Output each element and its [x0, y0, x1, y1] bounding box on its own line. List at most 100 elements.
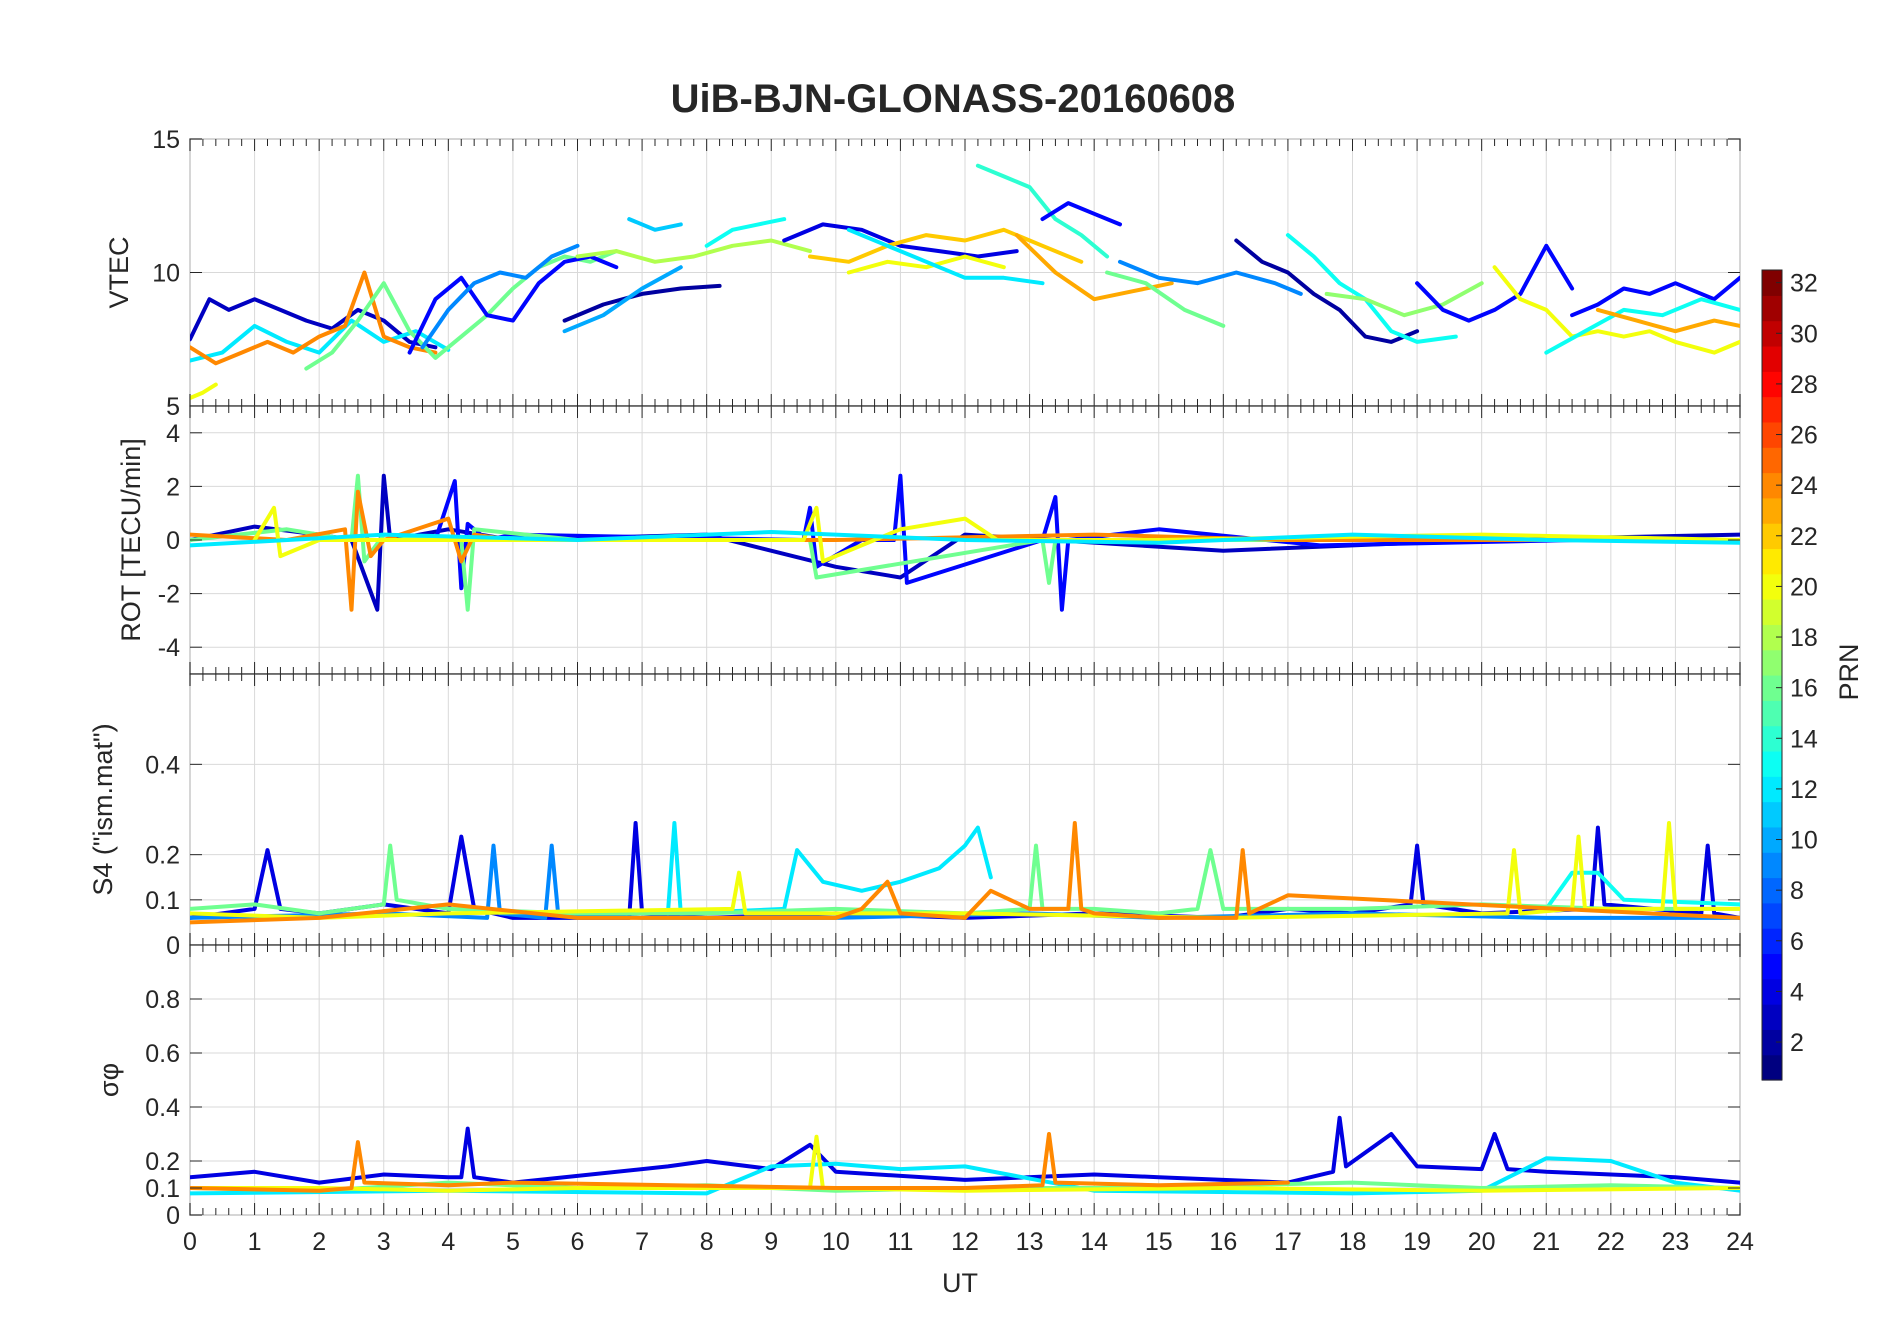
x-tick-label: 23 — [1662, 1228, 1690, 1256]
y-tick-label: 5 — [166, 393, 180, 421]
rot-panel: -4 -2 0 2 4 ROT [TECU/min] — [116, 405, 1741, 675]
x-tick-label: 1 — [248, 1228, 262, 1256]
series-line-prn-24 — [190, 821, 1740, 925]
y-tick-label: 15 — [152, 126, 180, 154]
series-line-prn-5 — [1570, 275, 1740, 318]
colorbar-step — [1762, 396, 1782, 423]
x-tick-label: 11 — [887, 1228, 913, 1256]
colorbar-tick-label: 32 — [1790, 270, 1818, 298]
y-tick-label: 2 — [166, 473, 180, 501]
colorbar-step — [1762, 497, 1782, 524]
colorbar-step — [1762, 776, 1782, 803]
x-tick-label: 12 — [951, 1228, 979, 1256]
colorbar-step — [1762, 953, 1782, 980]
rot-ylabel: ROT [TECU/min] — [116, 438, 146, 642]
x-tick-label: 24 — [1726, 1228, 1754, 1256]
colorbar-tick-label: 16 — [1790, 675, 1818, 703]
s4-panel: 0 0.1 0.2 0.4 S4 ("ism.mat") — [88, 673, 1741, 960]
y-tick-label: 0.2 — [145, 842, 180, 870]
x-tick-label: 16 — [1209, 1228, 1237, 1256]
colorbar-tick-label: 14 — [1790, 725, 1818, 753]
series-line-prn-4 — [782, 222, 1019, 259]
series-line-prn-13 — [704, 217, 787, 248]
colorbar-step — [1762, 371, 1782, 398]
y-tick-label: 0.1 — [145, 1175, 180, 1203]
series-line-prn-20 — [190, 821, 1740, 920]
colorbar-step — [1762, 852, 1782, 879]
series-line-prn-20 — [190, 382, 218, 400]
series-line-prn-5 — [1040, 201, 1122, 227]
y-tick-label: 0 — [166, 1202, 180, 1230]
x-tick-label: 10 — [822, 1228, 850, 1256]
x-tick-label: 13 — [1016, 1228, 1044, 1256]
series-line-prn-9 — [1118, 259, 1303, 296]
series-line-prn-5 — [407, 254, 619, 355]
x-tick-label: 14 — [1080, 1228, 1108, 1256]
vtec-series — [190, 163, 1740, 400]
colorbar-step — [1762, 573, 1782, 600]
series-line-prn-3 — [190, 297, 438, 350]
s4-ticks: 0 0.1 0.2 0.4 — [145, 674, 1741, 960]
x-tick-label: 9 — [764, 1228, 778, 1256]
chart-title: UiB-BJN-GLONASS-20160608 — [671, 77, 1236, 121]
colorbar-label: PRN — [1834, 643, 1864, 700]
colorbar-frame — [1761, 269, 1783, 1081]
colorbar-step — [1762, 1004, 1782, 1030]
y-tick-label: -4 — [158, 634, 180, 662]
series-line-prn-10 — [562, 265, 683, 334]
series-line-prn-23 — [1595, 307, 1740, 334]
series-line-prn-23 — [1014, 233, 1174, 302]
x-tick-label: 4 — [441, 1228, 455, 1256]
y-tick-label: 0.4 — [145, 1094, 180, 1122]
colorbar-step — [1762, 472, 1782, 499]
y-tick-label: 0.2 — [145, 1148, 180, 1176]
y-tick-label: 0 — [166, 932, 180, 960]
y-tick-label: -2 — [158, 581, 180, 609]
series-line-prn-2 — [1234, 238, 1420, 344]
colorbar-gradient — [1762, 270, 1782, 1081]
colorbar-step — [1762, 801, 1782, 828]
colorbar-step — [1762, 599, 1782, 625]
series-line-prn-16 — [1105, 270, 1226, 328]
x-tick-label: 5 — [506, 1228, 520, 1256]
sigma-phi-panel: 00.10.20.40.60.80 1 2 3 4 5 6 7 8 9 10 11 12 13 14 15 16… — [94, 944, 1754, 1256]
vtec-panel: 5 10 15 VTEC — [104, 126, 1741, 421]
x-tick-label: 15 — [1145, 1228, 1173, 1256]
colorbar-tick-label: 20 — [1790, 573, 1818, 601]
x-tick-label: 6 — [571, 1228, 585, 1256]
y-tick-label: 0.4 — [145, 751, 180, 779]
sigma-phi-series — [190, 1115, 1740, 1196]
colorbar-step — [1762, 877, 1782, 904]
colorbar-tick-label: 30 — [1790, 320, 1818, 348]
colorbar-step — [1762, 345, 1782, 372]
s4-series — [190, 821, 1740, 925]
colorbar-step — [1762, 928, 1782, 955]
sigma-phi-ticks: 00.10.20.40.60.80 1 2 3 4 5 6 7 8 9 10 11 12 13 14 15 16… — [145, 945, 1754, 1256]
series-line-prn-12 — [190, 318, 451, 363]
colorbar-step — [1762, 750, 1782, 777]
colorbar-step — [1762, 978, 1782, 1005]
series-line-prn-20 — [846, 254, 1006, 275]
colorbar-tick-label: 26 — [1790, 422, 1818, 450]
colorbar-step — [1762, 295, 1782, 322]
x-tick-label: 2 — [312, 1228, 326, 1256]
x-tick-label: 17 — [1274, 1228, 1302, 1256]
colorbar-step — [1762, 624, 1782, 651]
vtec-ticks: 5 10 15 — [152, 126, 1741, 421]
colorbar-step — [1762, 700, 1782, 727]
colorbar-step — [1762, 826, 1782, 853]
series-line-prn-24 — [190, 270, 438, 366]
x-axis-label: UT — [942, 1268, 978, 1298]
colorbar-step — [1762, 523, 1782, 550]
x-tick-label: 19 — [1403, 1228, 1431, 1256]
colorbar-tick-label: 8 — [1790, 877, 1804, 905]
series-line-prn-24 — [190, 1132, 1290, 1193]
colorbar-step — [1762, 675, 1782, 701]
colorbar-step — [1762, 1054, 1782, 1081]
colorbar-tick-label: 2 — [1790, 1029, 1804, 1057]
series-line-prn-20 — [1492, 265, 1740, 355]
vtec-ylabel: VTEC — [104, 236, 134, 308]
series-line-prn-5 — [1415, 243, 1575, 323]
